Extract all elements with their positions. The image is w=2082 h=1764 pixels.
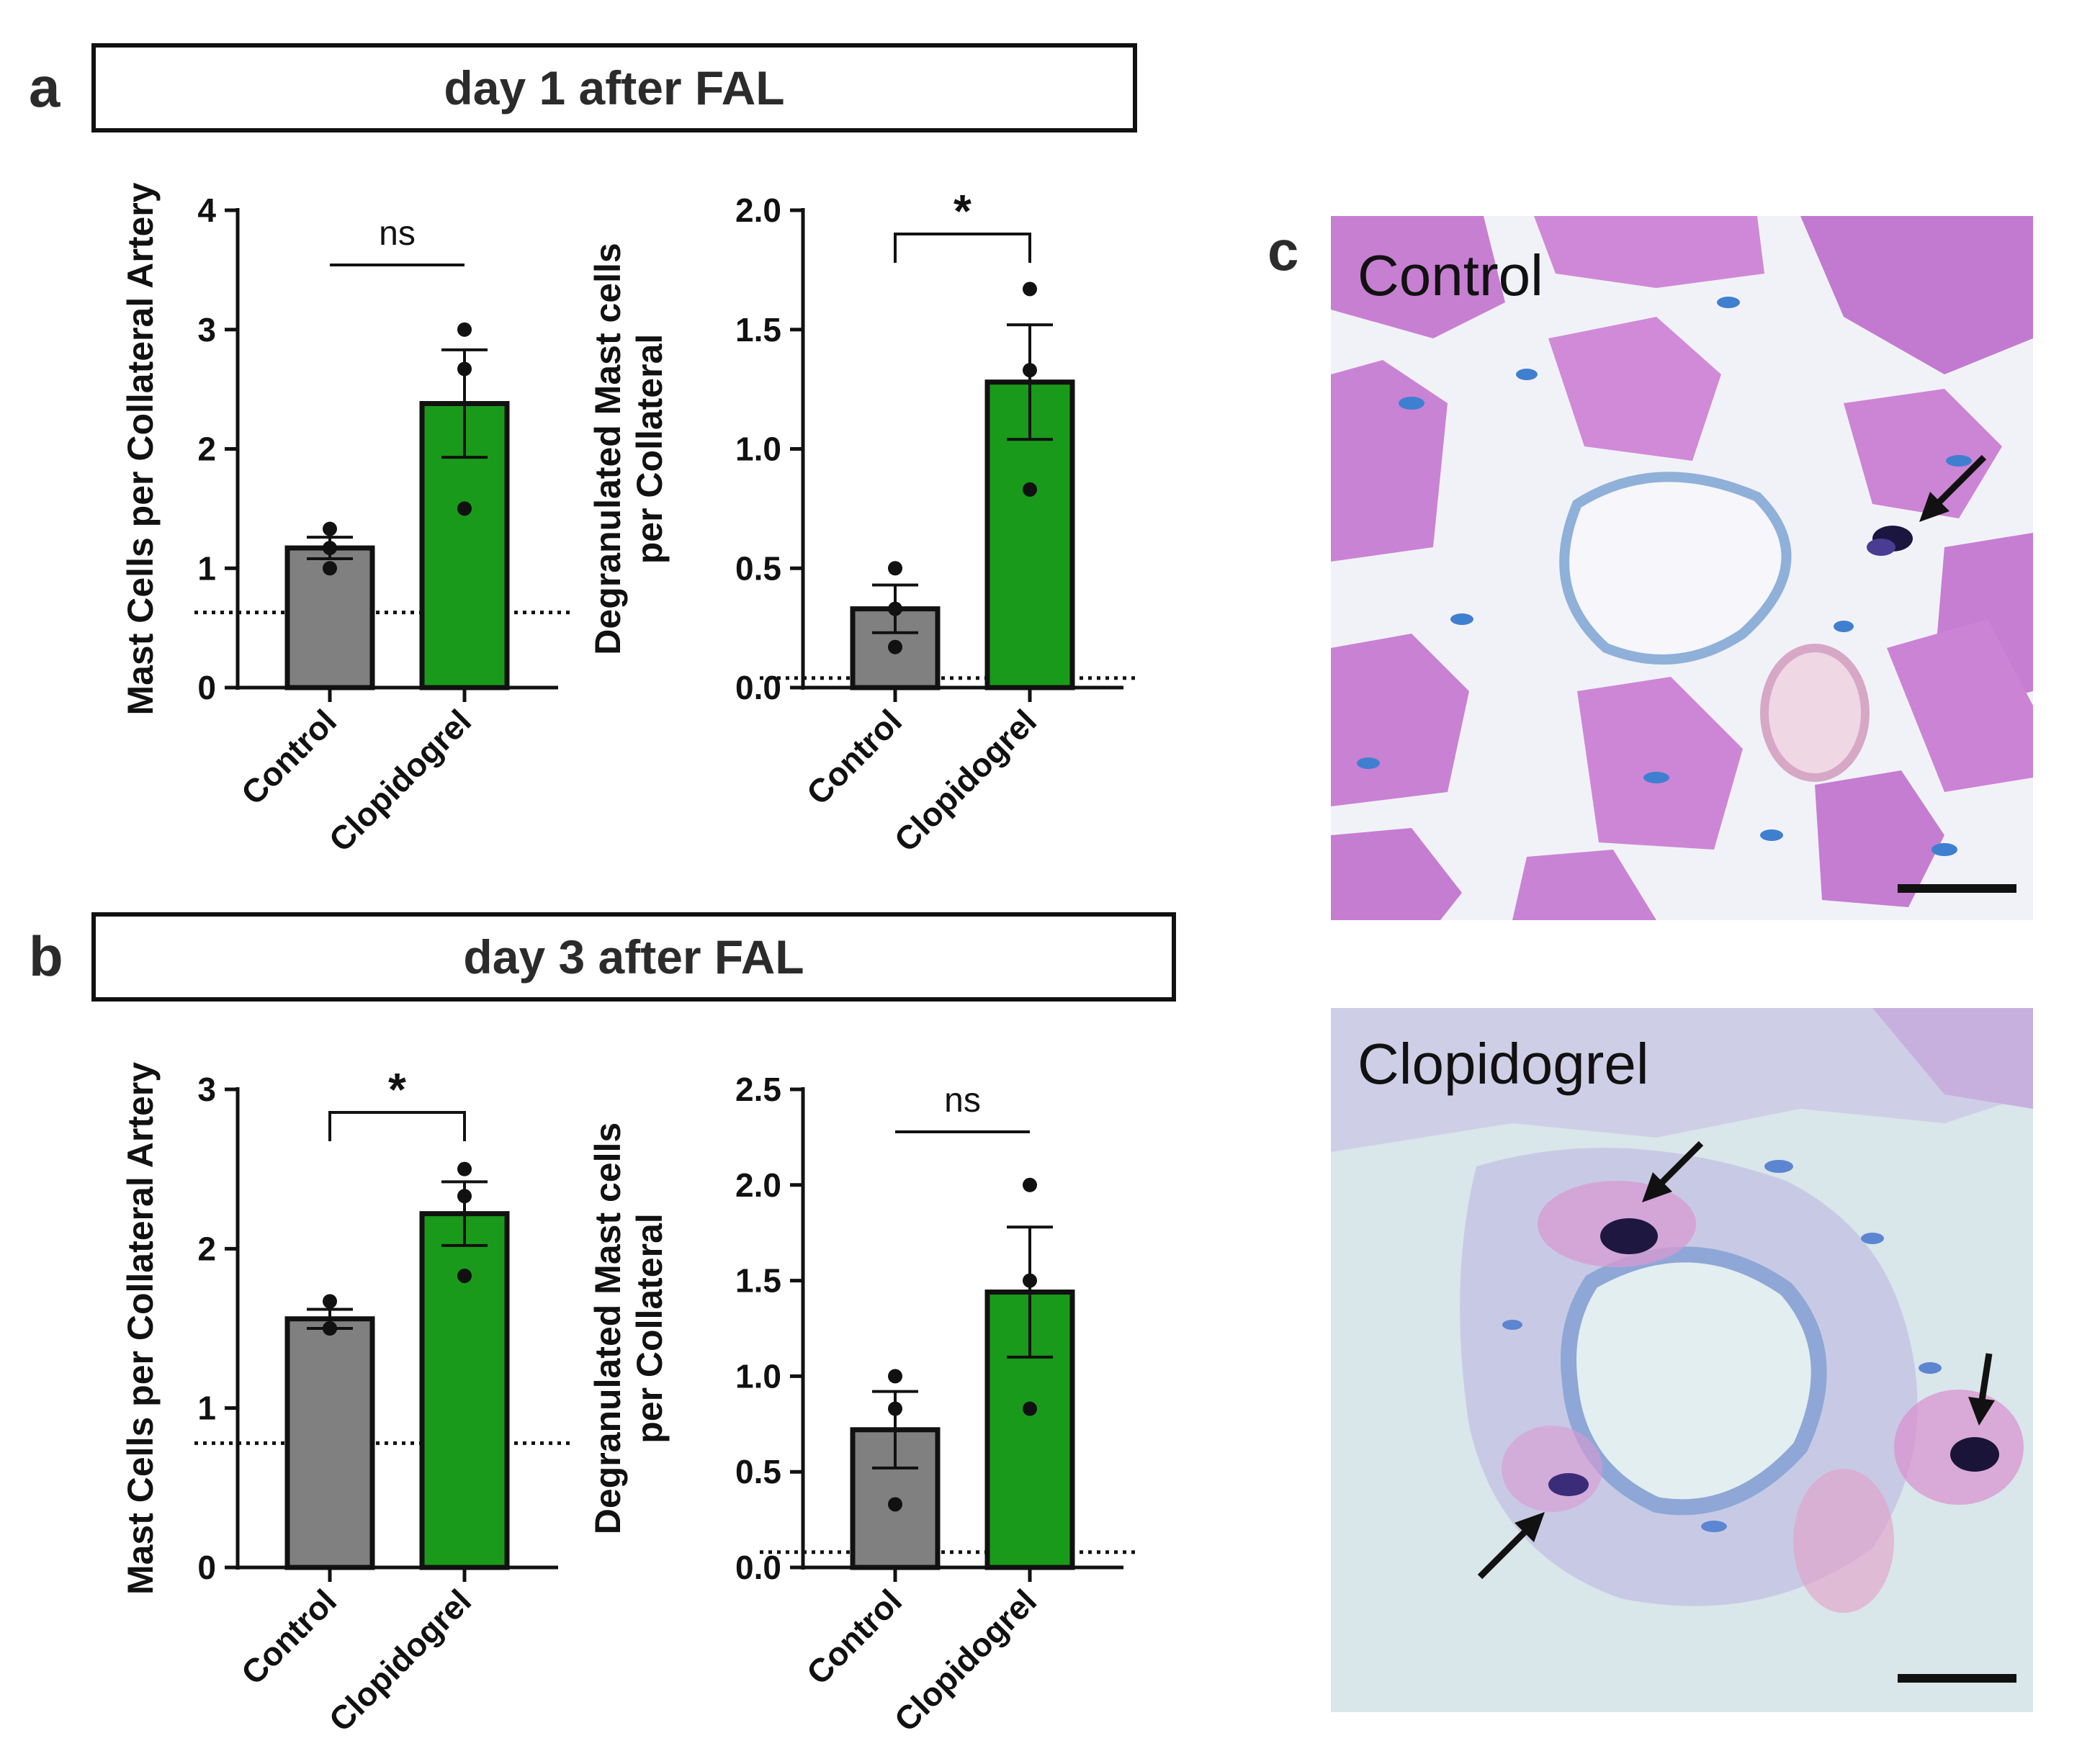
data-point — [1023, 363, 1037, 378]
panel-letter-a: a — [29, 55, 60, 119]
chart-day1-mast-cells: Mast Cells per Collateral Artery 0 1 2 3 4 Con… — [120, 182, 573, 859]
data-point — [1023, 482, 1037, 497]
data-point — [323, 561, 337, 576]
y-tick-label: 3 — [197, 1071, 216, 1108]
y-tick-label: 2.0 — [735, 192, 781, 229]
y-tick-label: 2.0 — [735, 1166, 781, 1204]
y-tick-label: 0.0 — [735, 669, 781, 706]
data-point — [1023, 1177, 1037, 1192]
y-tick-label: 0.5 — [735, 549, 781, 587]
x-tick-label: Control — [234, 702, 344, 811]
panel-letter-c: c — [1267, 219, 1298, 282]
y-tick-label: 0 — [197, 669, 216, 706]
y-tick-label: 3 — [197, 311, 216, 348]
data-point — [457, 1161, 472, 1176]
data-point — [1023, 282, 1037, 297]
header-a-title: day 1 after FAL — [444, 61, 784, 114]
y-tick-label: 4 — [197, 192, 216, 229]
data-point — [323, 1294, 337, 1309]
svg-text:*: * — [388, 1063, 406, 1115]
error-bar — [1007, 1225, 1053, 1359]
y-axis-label: Mast Cells per Collateral Artery — [120, 1062, 161, 1595]
x-tick-label: Clopidogrel — [322, 702, 478, 858]
micrograph-control-label: Control — [1358, 243, 1543, 307]
data-point — [1023, 1401, 1037, 1416]
y-tick-label: 1 — [197, 549, 216, 587]
header-b-title: day 3 after FAL — [463, 930, 804, 984]
y-axis-label: Mast Cells per Collateral Artery — [120, 182, 161, 715]
data-point — [457, 1189, 472, 1204]
y-tick-label: 1.0 — [735, 1357, 781, 1395]
svg-text:ns: ns — [379, 215, 416, 253]
y-axis-label: per Collateral — [629, 334, 670, 564]
panel-letter-b: b — [29, 924, 63, 988]
micrograph-control: Control — [1331, 216, 2033, 920]
y-tick-label: 0 — [197, 1549, 216, 1586]
y-axis-label: per Collateral — [629, 1213, 670, 1444]
x-tick-label: Control — [799, 702, 909, 811]
x-tick-label: Control — [234, 1582, 344, 1691]
data-point — [888, 639, 902, 654]
data-point — [323, 541, 337, 556]
data-point — [888, 1401, 902, 1416]
header-b: day 3 after FAL — [91, 912, 1176, 1002]
significance-annotation: * — [894, 185, 1031, 263]
y-tick-label: 2 — [197, 1230, 216, 1267]
data-point — [888, 601, 902, 616]
y-tick-label: 1.5 — [735, 1262, 781, 1300]
data-point — [1023, 1273, 1037, 1288]
y-tick-label: 1 — [197, 1390, 216, 1427]
y-tick-label: 0.0 — [735, 1549, 781, 1586]
x-tick-label: Clopidogrel — [887, 1582, 1044, 1738]
chart-day3-degranulated: Degranulated Mast cells per Collateral 0.0… — [588, 1071, 1138, 1739]
chart-day1-degranulated: Degranulated Mast cells per Collateral 0.0… — [588, 185, 1138, 859]
micrograph-clopidogrel: Clopidogrel — [1331, 1008, 2033, 1712]
y-tick-label: 0.5 — [735, 1453, 781, 1490]
y-tick-label: 2 — [197, 431, 216, 468]
data-point — [457, 322, 472, 337]
svg-text:*: * — [953, 185, 972, 237]
x-tick-label: Control — [799, 1582, 909, 1691]
chart-day3-mast-cells: Mast Cells per Collateral Artery 0 1 2 3 Cont… — [120, 1062, 573, 1739]
data-point — [457, 1268, 472, 1283]
bar-control — [284, 1316, 375, 1570]
micrograph-clopidogrel-label: Clopidogrel — [1358, 1032, 1649, 1096]
y-tick-label: 2.5 — [735, 1071, 781, 1108]
error-bar — [1007, 323, 1053, 441]
data-point — [457, 361, 472, 377]
y-tick-label: 1.0 — [735, 431, 781, 468]
x-tick-label: Clopidogrel — [322, 1582, 478, 1738]
data-point — [323, 521, 337, 536]
y-axis-label: Degranulated Mast cells — [588, 1122, 628, 1534]
significance-annotation: ns — [330, 215, 465, 266]
data-point — [888, 1497, 902, 1512]
y-tick-label: 1.5 — [735, 311, 781, 348]
significance-annotation: * — [328, 1063, 466, 1141]
significance-annotation: ns — [895, 1081, 1030, 1133]
data-point — [888, 1369, 902, 1384]
data-point — [457, 501, 472, 516]
header-a: day 1 after FAL — [91, 43, 1137, 132]
y-axis-label: Degranulated Mast cells — [588, 243, 628, 654]
bar-clopidogrel — [419, 1211, 510, 1570]
x-tick-label: Clopidogrel — [887, 702, 1044, 858]
data-point — [323, 1321, 337, 1336]
data-point — [888, 561, 902, 576]
svg-text:ns: ns — [944, 1081, 981, 1120]
